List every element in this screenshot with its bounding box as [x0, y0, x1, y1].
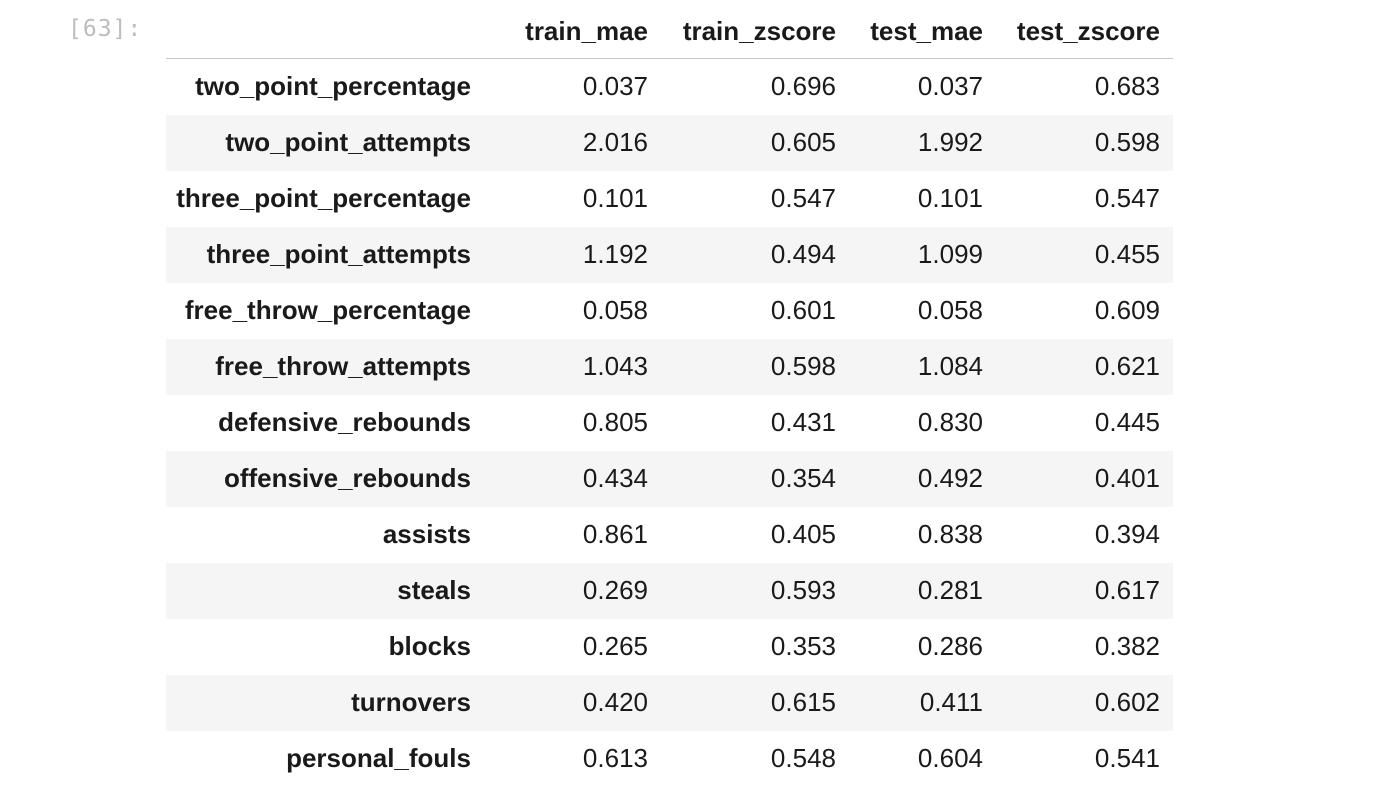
cell-train-mae: 0.805	[505, 395, 661, 451]
cell-test-zscore: 0.621	[996, 339, 1173, 395]
cell-test-mae: 0.101	[849, 171, 996, 227]
table-row: blocks 0.265 0.353 0.286 0.382	[166, 619, 1173, 675]
cell-train-mae: 0.037	[505, 59, 661, 115]
cell-test-mae: 0.838	[849, 507, 996, 563]
row-index-label: three_point_percentage	[166, 171, 505, 227]
cell-test-mae: 0.058	[849, 283, 996, 339]
cell-train-mae: 0.058	[505, 283, 661, 339]
cell-test-mae: 1.099	[849, 227, 996, 283]
row-index-label: steals	[166, 563, 505, 619]
table-row: defensive_rebounds 0.805 0.431 0.830 0.445	[166, 395, 1173, 451]
cell-test-mae: 0.604	[849, 731, 996, 787]
table-row: free_throw_percentage 0.058 0.601 0.058 0.60…	[166, 283, 1173, 339]
cell-train-mae: 0.861	[505, 507, 661, 563]
cell-test-mae: 1.992	[849, 115, 996, 171]
cell-train-zscore: 0.353	[661, 619, 849, 675]
cell-test-zscore: 0.683	[996, 59, 1173, 115]
execution-count-prompt: [63]:	[68, 16, 142, 42]
cell-test-zscore: 0.401	[996, 451, 1173, 507]
table-row: personal_fouls 0.613 0.548 0.604 0.541	[166, 731, 1173, 787]
cell-train-zscore: 0.405	[661, 507, 849, 563]
column-header-test-mae: test_mae	[849, 4, 996, 59]
table-row: two_point_attempts 2.016 0.605 1.992 0.598	[166, 115, 1173, 171]
cell-train-zscore: 0.354	[661, 451, 849, 507]
cell-test-zscore: 0.382	[996, 619, 1173, 675]
row-index-label: assists	[166, 507, 505, 563]
row-index-label: blocks	[166, 619, 505, 675]
table-row: offensive_rebounds 0.434 0.354 0.492 0.401	[166, 451, 1173, 507]
row-index-label: defensive_rebounds	[166, 395, 505, 451]
table-row: assists 0.861 0.405 0.838 0.394	[166, 507, 1173, 563]
table-body: two_point_percentage 0.037 0.696 0.037 0.683…	[166, 59, 1173, 787]
cell-train-mae: 0.269	[505, 563, 661, 619]
row-index-label: two_point_attempts	[166, 115, 505, 171]
cell-train-zscore: 0.547	[661, 171, 849, 227]
cell-test-zscore: 0.609	[996, 283, 1173, 339]
cell-test-zscore: 0.598	[996, 115, 1173, 171]
cell-train-mae: 0.101	[505, 171, 661, 227]
column-header-train-mae: train_mae	[505, 4, 661, 59]
table-row: two_point_percentage 0.037 0.696 0.037 0.683	[166, 59, 1173, 115]
cell-train-mae: 1.043	[505, 339, 661, 395]
cell-test-zscore: 0.547	[996, 171, 1173, 227]
cell-train-zscore: 0.601	[661, 283, 849, 339]
cell-test-zscore: 0.602	[996, 675, 1173, 731]
cell-test-zscore: 0.394	[996, 507, 1173, 563]
cell-train-zscore: 0.494	[661, 227, 849, 283]
table-row: three_point_attempts 1.192 0.494 1.099 0.455	[166, 227, 1173, 283]
cell-train-zscore: 0.431	[661, 395, 849, 451]
cell-test-mae: 0.286	[849, 619, 996, 675]
cell-test-mae: 0.281	[849, 563, 996, 619]
cell-train-mae: 2.016	[505, 115, 661, 171]
table-row: three_point_percentage 0.101 0.547 0.101 0.5…	[166, 171, 1173, 227]
dataframe-table: train_mae train_zscore test_mae test_zsc…	[166, 4, 1173, 787]
index-header	[166, 4, 505, 59]
cell-test-zscore: 0.445	[996, 395, 1173, 451]
cell-test-mae: 0.830	[849, 395, 996, 451]
cell-test-zscore: 0.617	[996, 563, 1173, 619]
cell-train-zscore: 0.605	[661, 115, 849, 171]
row-index-label: offensive_rebounds	[166, 451, 505, 507]
cell-train-zscore: 0.696	[661, 59, 849, 115]
column-header-test-zscore: test_zscore	[996, 4, 1173, 59]
table-header: train_mae train_zscore test_mae test_zsc…	[166, 4, 1173, 59]
table-row: free_throw_attempts 1.043 0.598 1.084 0.621	[166, 339, 1173, 395]
row-index-label: personal_fouls	[166, 731, 505, 787]
cell-train-zscore: 0.598	[661, 339, 849, 395]
cell-test-zscore: 0.455	[996, 227, 1173, 283]
row-index-label: free_throw_attempts	[166, 339, 505, 395]
cell-train-zscore: 0.615	[661, 675, 849, 731]
cell-train-zscore: 0.548	[661, 731, 849, 787]
column-header-train-zscore: train_zscore	[661, 4, 849, 59]
cell-train-zscore: 0.593	[661, 563, 849, 619]
cell-train-mae: 0.613	[505, 731, 661, 787]
header-row: train_mae train_zscore test_mae test_zsc…	[166, 4, 1173, 59]
cell-test-mae: 0.037	[849, 59, 996, 115]
table-row: steals 0.269 0.593 0.281 0.617	[166, 563, 1173, 619]
cell-test-mae: 1.084	[849, 339, 996, 395]
row-index-label: two_point_percentage	[166, 59, 505, 115]
row-index-label: turnovers	[166, 675, 505, 731]
row-index-label: three_point_attempts	[166, 227, 505, 283]
cell-train-mae: 0.420	[505, 675, 661, 731]
row-index-label: free_throw_percentage	[166, 283, 505, 339]
cell-train-mae: 1.192	[505, 227, 661, 283]
table-row: turnovers 0.420 0.615 0.411 0.602	[166, 675, 1173, 731]
cell-train-mae: 0.434	[505, 451, 661, 507]
cell-test-mae: 0.492	[849, 451, 996, 507]
cell-train-mae: 0.265	[505, 619, 661, 675]
cell-test-mae: 0.411	[849, 675, 996, 731]
cell-test-zscore: 0.541	[996, 731, 1173, 787]
